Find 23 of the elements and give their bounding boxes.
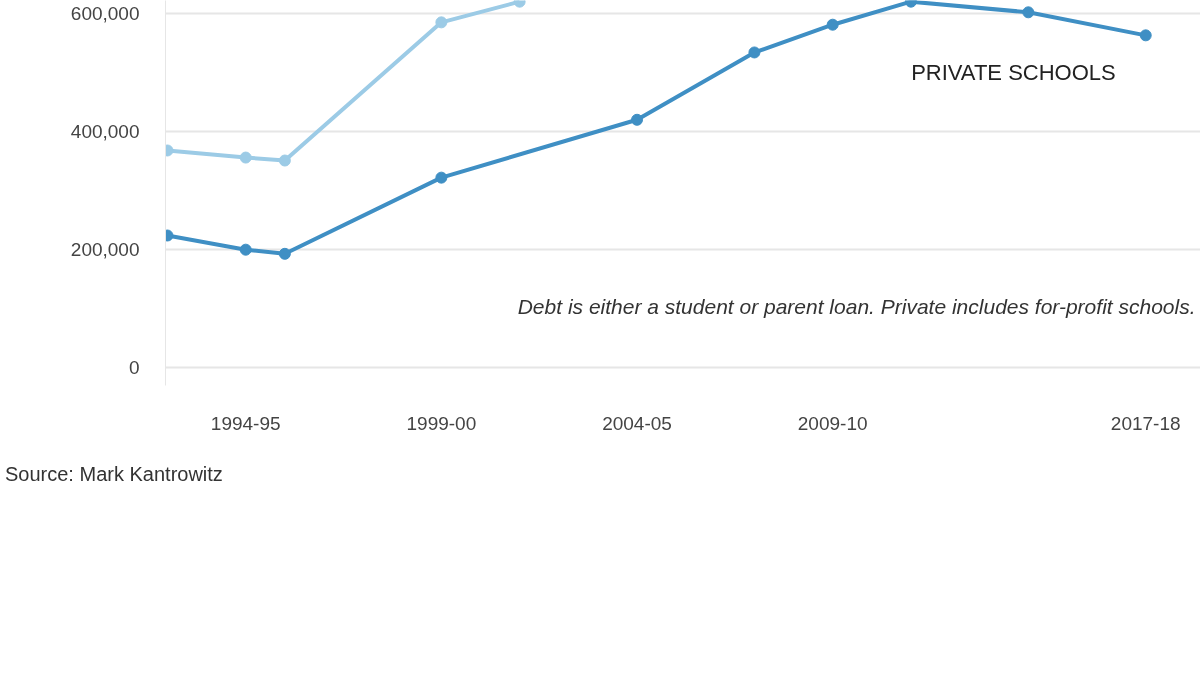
y-tick-label: 0 [128, 357, 140, 379]
point [239, 151, 252, 164]
x-tick-label: 1999-00 [406, 412, 477, 434]
x-tick-label: 2009-10 [797, 412, 868, 434]
y-tick-label: 200,000 [70, 239, 140, 261]
point [278, 247, 291, 260]
point [826, 18, 839, 31]
point [278, 154, 291, 167]
annotation: Debt is either a student or parent loan. Private includes for-profit schools. [517, 294, 1196, 318]
y-tick-label: 600,000 [70, 2, 140, 24]
point [239, 243, 252, 256]
point [748, 46, 761, 59]
y-tick-label: 400,000 [70, 121, 140, 143]
point [1022, 6, 1035, 19]
point [631, 113, 644, 126]
series-label: PRIVATE SCHOOLS [911, 60, 1116, 86]
point [435, 171, 448, 184]
point [1139, 29, 1152, 42]
x-tick-label: 1994-95 [210, 412, 281, 434]
point [435, 16, 448, 29]
x-tick-label: 2017-18 [1110, 412, 1181, 434]
source-note: Source: Mark Kantrowitz [5, 462, 223, 487]
x-tick-label: 2004-05 [602, 412, 672, 434]
